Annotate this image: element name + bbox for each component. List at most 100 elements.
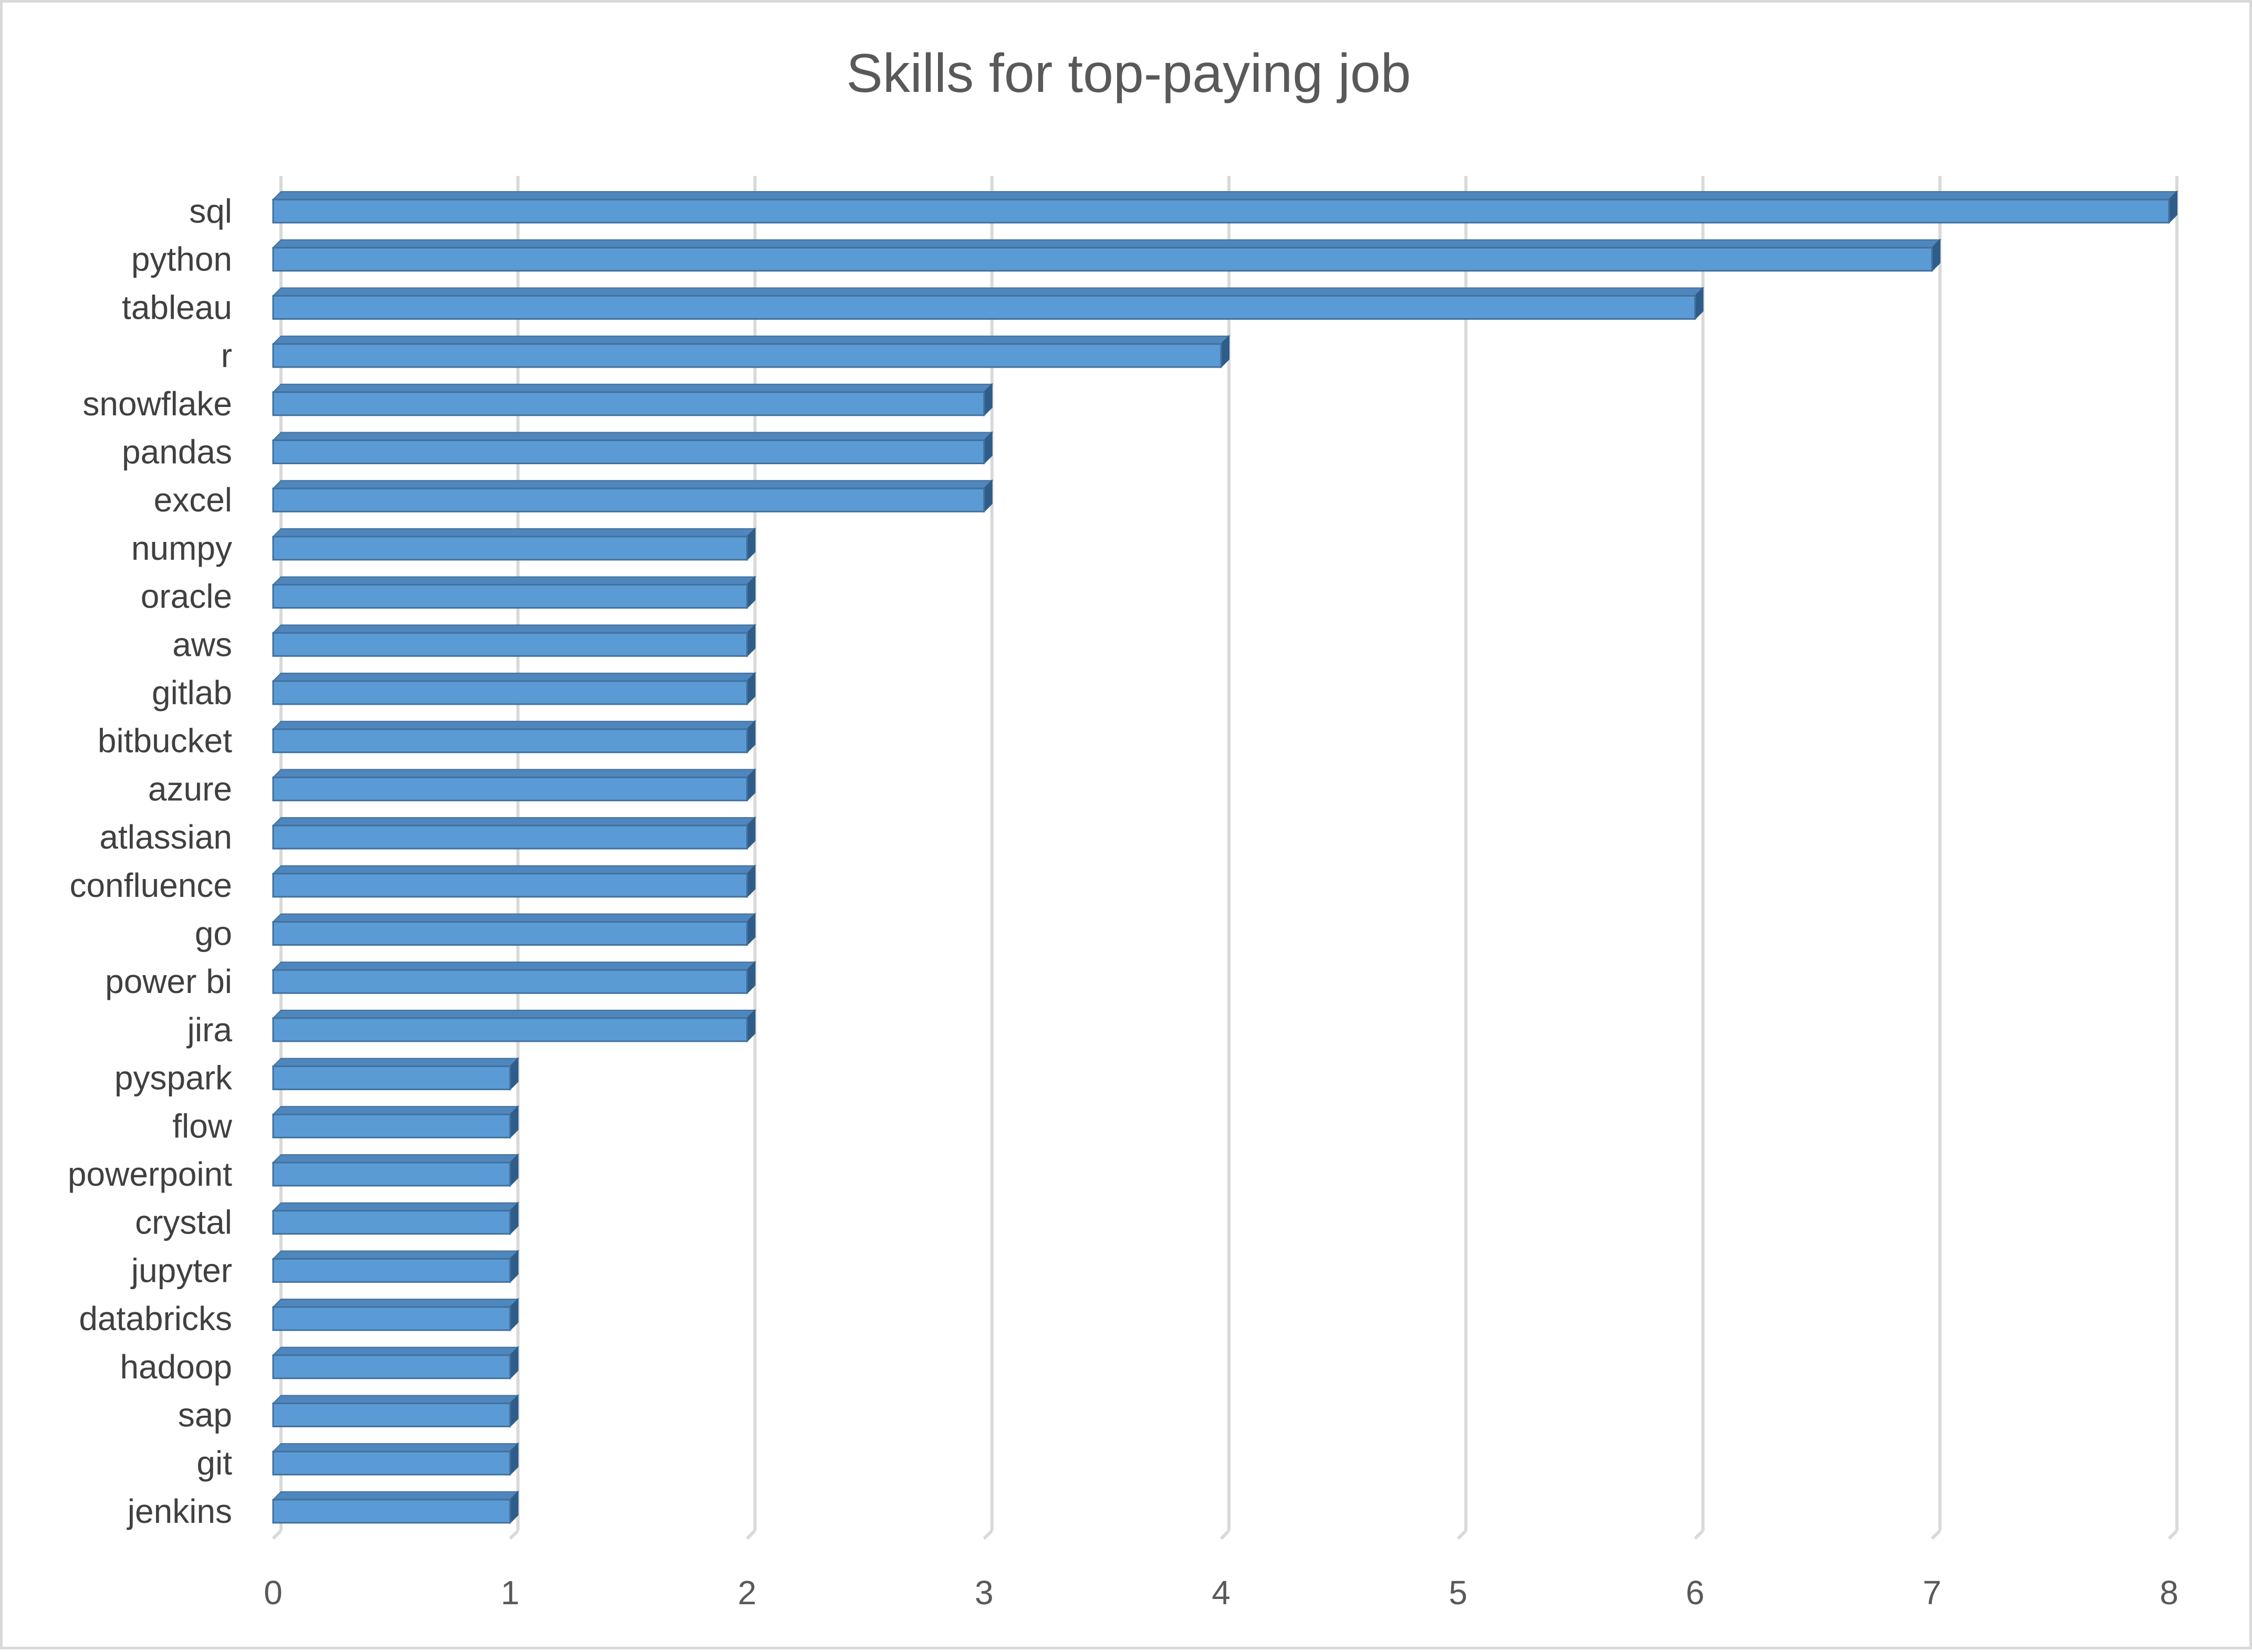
bar-front-face: [272, 824, 748, 850]
bar-front-face: [272, 584, 748, 609]
bar-top-face: [272, 239, 1942, 248]
bar-front-face: [272, 921, 748, 946]
bar: [272, 238, 1942, 273]
category-label: azure: [148, 770, 232, 808]
category-label: jira: [186, 1011, 233, 1049]
category-label: pyspark: [114, 1059, 233, 1097]
category-label: sql: [189, 192, 232, 230]
bar-top-face: [272, 817, 756, 827]
bar: [272, 334, 1231, 369]
category-label: atlassian: [99, 818, 232, 856]
bar: [272, 383, 994, 417]
gridline-foot: [1931, 1529, 1941, 1540]
bar-top-face: [272, 624, 756, 634]
gridline-foot: [1219, 1529, 1231, 1540]
bar-front-face: [272, 1162, 511, 1187]
gridline-foot: [272, 1529, 283, 1540]
category-label: jupyter: [130, 1251, 232, 1289]
bar-front-face: [272, 728, 748, 754]
bar-front-face: [272, 873, 748, 898]
bar-front-face: [272, 1450, 511, 1476]
chart-title: Skills for top-paying job: [846, 43, 1411, 104]
bar-top-face: [272, 336, 1231, 345]
bar: [272, 1249, 519, 1283]
category-label: crystal: [135, 1204, 232, 1241]
category-label: confluence: [69, 866, 232, 904]
bar-front-face: [272, 198, 2170, 224]
gridline-foot: [1457, 1529, 1467, 1540]
bar: [272, 1394, 519, 1428]
category-label: jenkins: [127, 1492, 232, 1530]
bar-top-face: [272, 1154, 519, 1163]
bar: [272, 1057, 519, 1091]
x-tick-label: 3: [975, 1574, 994, 1612]
bar-front-face: [272, 1210, 511, 1235]
bar-front-face: [272, 680, 748, 705]
bar-front-face: [272, 391, 985, 416]
bar: [272, 431, 994, 465]
bar-top-face: [272, 480, 994, 489]
bar: [272, 672, 756, 706]
bar-front-face: [272, 295, 1696, 320]
gridline-foot: [746, 1529, 756, 1540]
category-label: power bi: [105, 963, 232, 1000]
bar-front-face: [272, 440, 985, 464]
category-axis: sql python tableau r snowflake pandas excel num…: [68, 192, 233, 1530]
bar-front-face: [272, 632, 748, 657]
bar-top-face: [272, 576, 756, 585]
bar-top-face: [272, 1009, 756, 1019]
category-label: r: [221, 337, 232, 374]
bar-top-face: [272, 1058, 519, 1067]
bar-front-face: [272, 343, 1222, 368]
bar-top-face: [272, 961, 756, 971]
gridline-foot: [983, 1529, 993, 1540]
bar-top-face: [272, 1250, 519, 1260]
gridline-foot: [1694, 1529, 1704, 1540]
x-tick-label: 6: [1686, 1574, 1705, 1612]
bar: [272, 1298, 519, 1332]
category-label: databricks: [79, 1300, 232, 1337]
category-label: excel: [154, 481, 232, 519]
category-label: snowflake: [82, 385, 232, 423]
bar: [272, 768, 756, 802]
bar-top-face: [272, 1299, 519, 1308]
category-label: sap: [178, 1396, 232, 1434]
bar-top-face: [272, 191, 2178, 200]
category-label: gitlab: [152, 674, 232, 712]
x-tick-label: 2: [738, 1574, 757, 1612]
bar-top-face: [272, 1395, 519, 1404]
category-label: oracle: [141, 578, 232, 615]
gridline-foot: [509, 1529, 519, 1540]
bar: [272, 1201, 519, 1236]
bar-front-face: [272, 776, 748, 801]
category-label: git: [196, 1444, 232, 1482]
bar: [272, 1442, 519, 1476]
category-label: pandas: [122, 433, 232, 471]
bar: [272, 1153, 519, 1187]
bar: [272, 1105, 519, 1139]
gridline-foot: [2167, 1529, 2178, 1540]
x-tick-label: 1: [501, 1574, 519, 1612]
x-tick-label: 5: [1448, 1574, 1467, 1612]
x-tick-label: 8: [2160, 1574, 2178, 1612]
bar-front-face: [272, 1065, 511, 1091]
bar-front-face: [272, 536, 748, 561]
bar-top-face: [272, 720, 756, 730]
bar: [272, 576, 756, 610]
bar: [272, 1490, 519, 1524]
gridlines: [272, 176, 2178, 1540]
bar-top-face: [272, 1346, 519, 1356]
bar-top-face: [272, 1106, 519, 1115]
bar-front-face: [272, 1499, 511, 1524]
bar: [272, 190, 2178, 224]
bar: [272, 816, 756, 850]
x-tick-label: 0: [264, 1574, 283, 1612]
category-label: tableau: [122, 288, 232, 326]
bar-top-face: [272, 673, 756, 682]
category-label: bitbucket: [98, 722, 232, 760]
bar-front-face: [272, 487, 985, 513]
bars: [272, 190, 2178, 1524]
bar-top-face: [272, 432, 994, 441]
bar-top-face: [272, 913, 756, 923]
bar: [272, 960, 756, 995]
